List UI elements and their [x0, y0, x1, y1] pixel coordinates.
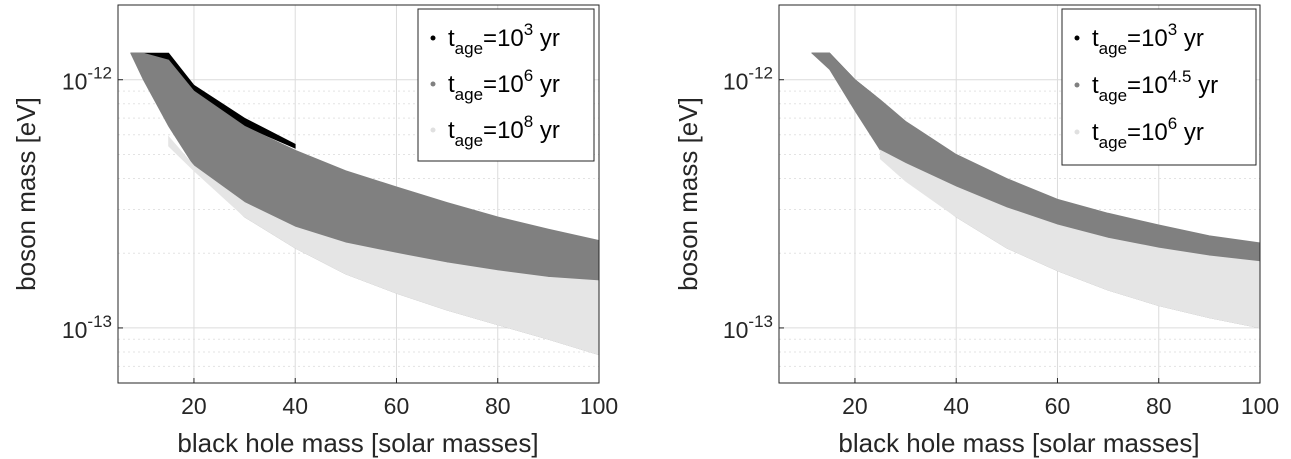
right-plot-frame: [778, 4, 1261, 384]
y-tick-label: 10-12: [62, 64, 112, 95]
legend-label: tage=106 yr: [448, 66, 560, 104]
left-y-axis-label: boson mass [eV]: [11, 97, 41, 291]
x-tick-label: 100: [1241, 393, 1279, 419]
right-y-axis-label: boson mass [eV]: [673, 97, 703, 291]
legend-marker: [1074, 129, 1080, 135]
right-legend-items: tage=103 yr tage=104.5 yr tage=106 yr: [1074, 20, 1218, 152]
legend-label: tage=108 yr: [448, 112, 560, 150]
legend-marker: [1074, 82, 1080, 88]
legend-label: tage=106 yr: [1092, 114, 1204, 152]
x-tick-label: 60: [1045, 393, 1071, 419]
legend-marker: [430, 81, 436, 87]
y-tick-label: 10-12: [723, 64, 773, 95]
left-legend-box: [417, 8, 595, 162]
left-plot-frame: [117, 4, 600, 384]
x-tick-label: 40: [943, 393, 969, 419]
left-plot-panel: 20 40 60 80 100 10-13 10-12 black hole mass [s…: [11, 4, 618, 458]
right-plot-panel: 20 40 60 80 100 10-13 10-12 black hole mass [s…: [673, 4, 1279, 458]
left-plot-legend: tage=103 yr tage=106 yr tage=108 yr: [417, 8, 595, 162]
x-tick-label: 60: [384, 393, 410, 419]
right-x-axis-label: black hole mass [solar masses]: [838, 428, 1199, 458]
x-tick-label: 80: [485, 393, 511, 419]
right-plot-areas: [810, 52, 1261, 329]
legend-marker: [430, 35, 436, 41]
x-tick-label: 40: [282, 393, 308, 419]
x-tick-label: 100: [580, 393, 618, 419]
left-x-axis-label: black hole mass [solar masses]: [177, 428, 538, 458]
left-plot-ticks: 20 40 60 80 100 10-13 10-12: [62, 64, 618, 419]
right-legend-box: [1061, 8, 1257, 166]
legend-marker: [430, 127, 436, 133]
y-tick-label: 10-13: [62, 312, 112, 343]
legend-label: tage=104.5 yr: [1092, 67, 1218, 105]
x-tick-label: 80: [1146, 393, 1172, 419]
y-tick-label: 10-13: [723, 312, 773, 343]
legend-marker: [1074, 35, 1080, 41]
legend-label: tage=103 yr: [448, 20, 560, 58]
left-legend-items: tage=103 yr tage=106 yr tage=108 yr: [430, 20, 560, 150]
right-plot-legend: tage=103 yr tage=104.5 yr tage=106 yr: [1061, 8, 1257, 166]
right-plot-ticks: 20 40 60 80 100 10-13 10-12: [723, 64, 1279, 419]
legend-label: tage=103 yr: [1092, 20, 1204, 58]
x-tick-label: 20: [842, 393, 868, 419]
x-tick-label: 20: [181, 393, 207, 419]
